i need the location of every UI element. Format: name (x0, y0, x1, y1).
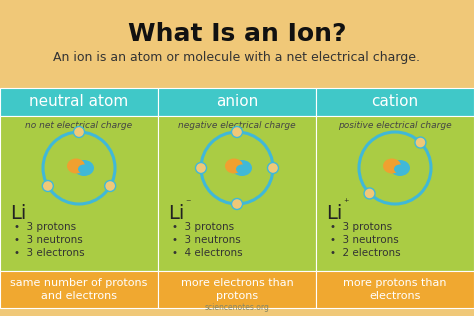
Ellipse shape (67, 159, 85, 173)
Text: •  3 electrons: • 3 electrons (14, 248, 85, 258)
Text: ⁻: ⁻ (185, 198, 191, 208)
Bar (316, 271, 474, 308)
Circle shape (105, 180, 116, 191)
Bar (158, 116, 316, 271)
Text: •  3 protons: • 3 protons (172, 222, 234, 232)
Bar (316, 88, 474, 116)
Bar (0, 88, 158, 116)
Text: negative electrical charge: negative electrical charge (178, 121, 296, 130)
Text: •  3 neutrons: • 3 neutrons (14, 235, 83, 245)
Ellipse shape (383, 159, 401, 173)
Text: •  3 neutrons: • 3 neutrons (172, 235, 241, 245)
Text: Li: Li (168, 204, 184, 223)
Ellipse shape (236, 165, 248, 173)
Bar (0, 116, 158, 271)
Text: positive electrical charge: positive electrical charge (338, 121, 452, 130)
Text: Li: Li (10, 204, 27, 223)
Bar (0, 271, 158, 308)
Circle shape (231, 126, 243, 137)
Text: cation: cation (372, 94, 419, 110)
Text: anion: anion (216, 94, 258, 110)
Bar (316, 116, 474, 271)
Circle shape (267, 162, 279, 173)
Bar (158, 88, 316, 116)
Text: •  3 protons: • 3 protons (330, 222, 392, 232)
Text: no net electrical charge: no net electrical charge (26, 121, 133, 130)
Circle shape (73, 126, 84, 137)
Text: Li: Li (326, 204, 342, 223)
Text: more protons than
electrons: more protons than electrons (343, 278, 447, 301)
Ellipse shape (74, 160, 94, 176)
Text: •  3 protons: • 3 protons (14, 222, 76, 232)
Text: more electrons than
protons: more electrons than protons (181, 278, 293, 301)
Ellipse shape (394, 165, 406, 173)
Text: •  3 neutrons: • 3 neutrons (330, 235, 399, 245)
Ellipse shape (232, 160, 252, 176)
Bar (158, 271, 316, 308)
Text: •  2 electrons: • 2 electrons (330, 248, 401, 258)
Text: sciencenotes.org: sciencenotes.org (205, 303, 269, 312)
Text: •  4 electrons: • 4 electrons (172, 248, 243, 258)
Ellipse shape (225, 159, 243, 173)
Circle shape (415, 137, 426, 148)
Circle shape (364, 188, 375, 199)
Circle shape (195, 162, 207, 173)
Text: same number of protons
and electrons: same number of protons and electrons (10, 278, 148, 301)
Circle shape (231, 198, 243, 210)
Text: What Is an Ion?: What Is an Ion? (128, 22, 346, 46)
Ellipse shape (390, 160, 410, 176)
Circle shape (42, 180, 53, 191)
Bar (0, 0, 474, 88)
Ellipse shape (78, 165, 90, 173)
Text: neutral atom: neutral atom (29, 94, 128, 110)
Text: An ion is an atom or molecule with a net electrical charge.: An ion is an atom or molecule with a net… (54, 52, 420, 64)
Text: ⁺: ⁺ (343, 198, 348, 208)
